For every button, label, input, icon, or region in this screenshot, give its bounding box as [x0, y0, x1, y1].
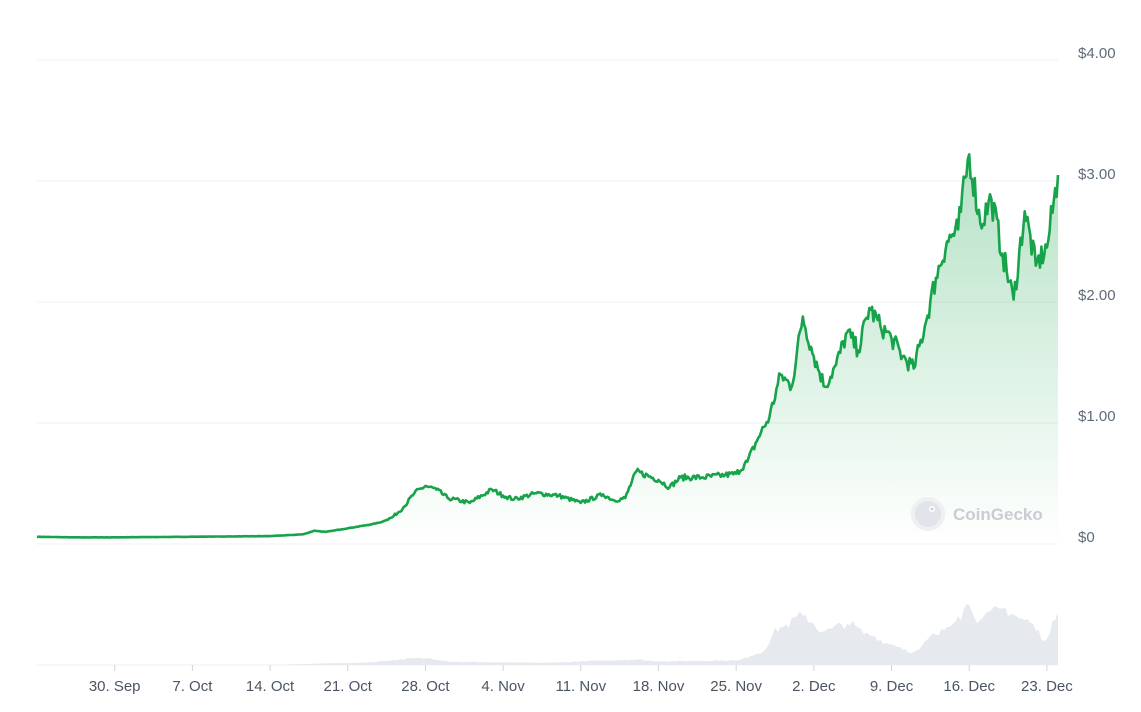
y-axis: $0 $1.00 $2.00 $3.00 $4.00	[1078, 45, 1116, 546]
x-tick-label: 9. Dec	[870, 678, 914, 695]
y-tick-label: $3.00	[1078, 166, 1116, 183]
x-tick-label: 16. Dec	[943, 678, 995, 695]
y-tick-label: $0	[1078, 529, 1095, 546]
gecko-logo-icon	[911, 497, 945, 531]
x-tick-label: 11. Nov	[555, 678, 606, 695]
x-tick-label: 14. Oct	[246, 678, 295, 695]
x-tick-label: 7. Oct	[172, 678, 213, 695]
y-tick-label: $1.00	[1078, 408, 1116, 425]
price-line	[36, 153, 1060, 539]
x-tick-label: 2. Dec	[792, 678, 836, 695]
x-tick-label: 28. Oct	[401, 678, 450, 695]
price-line-path	[36, 153, 1060, 539]
y-tick-label: $2.00	[1078, 287, 1116, 304]
watermark-text: CoinGecko	[953, 505, 1043, 524]
x-tick-label: 21. Oct	[324, 678, 373, 695]
volume-series	[37, 604, 1058, 665]
x-axis: 30. Sep 7. Oct 14. Oct 21. Oct 28. Oct 4. Nov…	[89, 665, 1073, 695]
x-tick-label: 30. Sep	[89, 678, 141, 695]
x-tick-label: 18. Nov	[633, 678, 685, 695]
volume-area	[37, 604, 1058, 665]
y-tick-label: $4.00	[1078, 45, 1116, 62]
x-tick-label: 4. Nov	[481, 678, 525, 695]
x-tick-label: 23. Dec	[1021, 678, 1073, 695]
coingecko-watermark: CoinGecko	[911, 497, 1043, 531]
price-area	[37, 154, 1058, 544]
x-tick-label: 25. Nov	[710, 678, 762, 695]
price-area-fill	[37, 154, 1058, 544]
